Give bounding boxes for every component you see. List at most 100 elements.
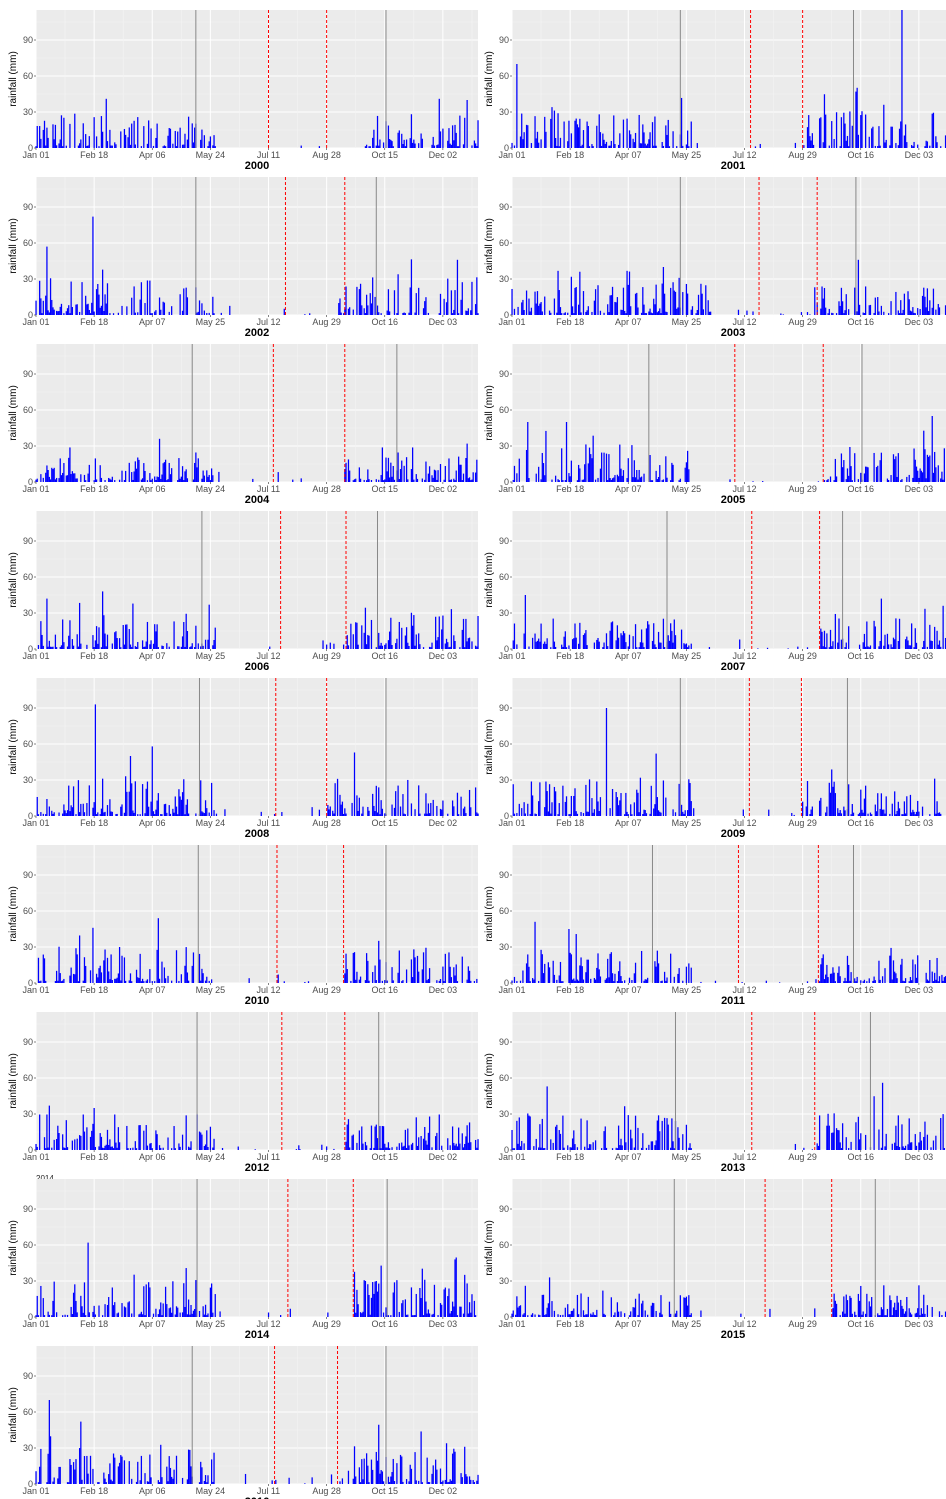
rainfall-bar — [381, 447, 383, 482]
rainfall-bar — [702, 309, 704, 315]
rainfall-bar — [409, 287, 411, 315]
rainfall-bar — [610, 1297, 612, 1317]
rainfall-bar — [210, 1459, 213, 1484]
rainfall-bar — [86, 1455, 88, 1484]
rainfall-bar — [837, 972, 839, 983]
rainfall-bar — [626, 118, 628, 148]
rainfall-bar — [644, 313, 646, 315]
rainfall-bar — [848, 626, 850, 649]
rainfall-bar — [582, 1310, 585, 1317]
rainfall-bar — [895, 143, 897, 148]
rainfall-bar — [536, 640, 539, 649]
rainfall-bar — [358, 797, 360, 816]
rainfall-bar — [134, 646, 136, 649]
rainfall-bar — [851, 1313, 853, 1317]
rainfall-bar — [683, 813, 685, 816]
rainfall-bar — [219, 1311, 221, 1317]
rainfall-bar — [133, 120, 135, 148]
rainfall-bar — [574, 287, 576, 315]
rainfall-bar — [81, 1306, 83, 1317]
rainfall-bar — [436, 1132, 438, 1150]
rainfall-bar — [585, 972, 587, 983]
rainfall-bar — [358, 467, 360, 482]
rainfall-bar — [631, 814, 633, 816]
rainfall-bar — [150, 313, 152, 315]
rainfall-bar — [353, 1271, 356, 1317]
rainfall-bar — [513, 813, 516, 816]
rainfall-bar — [539, 782, 541, 816]
rainfall-bar — [148, 120, 150, 148]
rainfall-bar — [54, 124, 57, 148]
rainfall-bar — [620, 1311, 622, 1317]
rainfall-bar — [332, 810, 334, 816]
y-tick-label: 60 — [499, 739, 509, 749]
rainfall-bar — [99, 465, 101, 482]
rainfall-bar — [622, 119, 625, 148]
rainfall-bar — [605, 141, 608, 148]
rainfall-bar — [408, 312, 410, 315]
rainfall-bar — [439, 131, 442, 148]
rainfall-bar — [48, 1105, 50, 1150]
rainfall-bar — [579, 965, 581, 983]
rainfall-bar — [466, 443, 468, 482]
rainfall-bar — [640, 629, 643, 649]
rainfall-bar — [92, 1311, 94, 1317]
rainfall-bar — [65, 145, 67, 148]
rainfall-bar — [907, 640, 909, 649]
rainfall-bar — [443, 981, 445, 983]
rainfall-bar — [98, 1146, 100, 1150]
rainfall-bar — [891, 979, 893, 983]
rainfall-bar — [49, 646, 52, 649]
rainfall-bar — [538, 638, 540, 649]
rainfall-bar — [380, 800, 382, 816]
rainfall-bar — [134, 312, 136, 315]
rainfall-bar — [898, 313, 901, 315]
rainfall-bar — [428, 813, 431, 816]
rainfall-bar — [686, 293, 689, 315]
y-tick-label: 60 — [499, 572, 509, 582]
rainfall-bar — [541, 1118, 543, 1150]
rainfall-bar — [666, 977, 668, 983]
rainfall-bar — [594, 479, 597, 482]
rainfall-bar — [685, 462, 688, 482]
rainfall-bar — [439, 1303, 442, 1317]
rainfall-bar — [516, 64, 518, 148]
rainfall-bar — [171, 1312, 173, 1317]
rainfall-bar — [878, 1129, 880, 1150]
rainfall-bar — [522, 970, 524, 983]
rainfall-bar — [437, 470, 439, 482]
rainfall-bar — [415, 474, 417, 482]
rainfall-bar — [374, 811, 376, 816]
rainfall-bar — [336, 778, 339, 816]
rainfall-bar — [103, 310, 105, 315]
rainfall-bar — [144, 646, 146, 649]
y-tick-label: 90 — [23, 35, 33, 45]
rainfall-bar — [917, 1308, 919, 1317]
rainfall-bar — [587, 1296, 589, 1317]
rainfall-bar — [164, 978, 167, 983]
rainfall-bar — [516, 813, 518, 816]
rainfall-bar — [196, 467, 198, 482]
rainfall-bar — [512, 1148, 514, 1150]
rainfall-bar — [556, 312, 558, 315]
rainfall-bar — [862, 312, 864, 315]
rainfall-bar — [650, 785, 652, 816]
rainfall-bar — [779, 982, 781, 983]
rainfall-bar — [449, 1313, 451, 1317]
rainfall-bar — [901, 313, 903, 315]
rainfall-bar — [624, 1313, 626, 1317]
rainfall-bar — [608, 977, 610, 983]
rainfall-bar — [192, 142, 195, 148]
rainfall-bar — [437, 144, 439, 148]
rainfall-bar — [879, 808, 881, 816]
rainfall-bar — [82, 1312, 84, 1317]
rainfall-bar — [826, 806, 828, 816]
rainfall-bar — [418, 1137, 420, 1150]
rainfall-bar — [909, 976, 912, 983]
rainfall-bar — [542, 973, 545, 983]
y-tick-label: 30 — [499, 441, 509, 451]
rainfall-bar — [39, 981, 41, 983]
rainfall-bar — [530, 1314, 533, 1317]
rainfall-bar — [884, 634, 886, 649]
